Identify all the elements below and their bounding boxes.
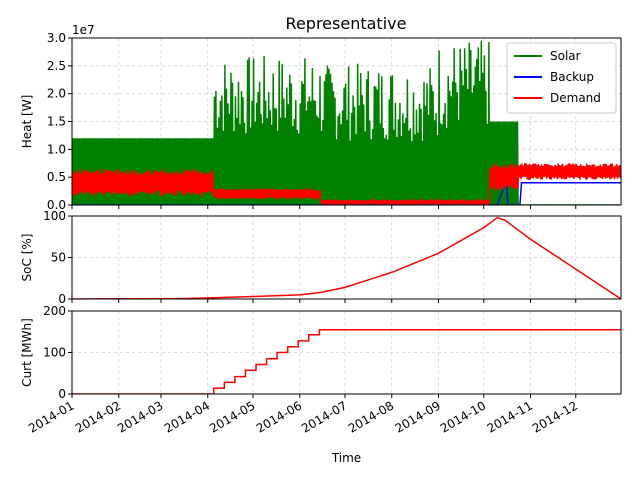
x-tick-label: 2014-03 — [115, 398, 165, 435]
x-tick-label: 2014-08 — [346, 398, 396, 435]
series-panel-3 — [72, 328, 621, 394]
chart-title: Representative — [286, 14, 407, 33]
y-tick-label: 50 — [51, 251, 66, 265]
x-tick-label: 2014-02 — [73, 398, 123, 435]
x-tick-label: 2014-04 — [162, 398, 212, 435]
x-tick-label: 2014-01 — [26, 398, 76, 435]
y-offset-text: 1e7 — [72, 23, 95, 37]
legend: Solar Backup Demand — [506, 42, 617, 114]
x-tick-label: 2014-10 — [438, 398, 488, 435]
y-tick-label: 2.5 — [47, 59, 66, 73]
series-line-panel-3 — [72, 328, 621, 394]
legend-label-solar: Solar — [550, 49, 581, 63]
x-axis-label: Time — [331, 451, 361, 465]
legend-label-demand: Demand — [550, 91, 601, 105]
y-tick-label: 1.0 — [47, 142, 66, 156]
x-tick-label: 2014-11 — [485, 398, 535, 435]
y-axis-label: SoC [%] — [20, 234, 34, 282]
panel-1: 0.0 0.5 1.0 1.5 2.0 2.5 3.0 Heat [W] — [20, 31, 622, 212]
y-tick-label: 100 — [43, 346, 66, 360]
y-tick-label: 0.0 — [47, 198, 66, 212]
panel-2: 0 50 100 SoC [%] — [20, 209, 622, 306]
axes-frame — [71, 310, 622, 395]
x-tick-label: 2014-05 — [207, 398, 257, 435]
x-tick-label: 2014-06 — [254, 398, 304, 435]
x-tick-label: 2014-07 — [299, 398, 349, 435]
y-tick-label: 0.5 — [47, 170, 66, 184]
legend-box — [506, 42, 617, 114]
series-line-demand — [72, 163, 621, 205]
series-panel-2 — [72, 216, 621, 299]
series-panel-1 — [72, 40, 621, 205]
series-line-panel-2 — [72, 216, 621, 299]
y-axis-label: Heat [W] — [20, 95, 34, 149]
series-line-backup — [72, 179, 621, 205]
series-line-solar — [72, 40, 620, 205]
y-tick-label: 100 — [43, 209, 66, 223]
y-tick-label: 3.0 — [47, 31, 66, 45]
panel-3: 0 100 200 Curt [MWh] — [20, 304, 622, 401]
y-tick-label: 200 — [43, 304, 66, 318]
y-tick-label: 0 — [58, 387, 66, 401]
grid-panel-3 — [71, 310, 621, 395]
x-tick-label: 2014-09 — [393, 398, 443, 435]
y-tick-label: 0 — [58, 292, 66, 306]
x-tick-label: 2014-12 — [530, 398, 580, 435]
y-tick-label: 1.5 — [47, 115, 66, 129]
legend-label-backup: Backup — [550, 70, 594, 84]
y-axis-label: Curt [MWh] — [20, 318, 34, 387]
y-tick-label: 2.0 — [47, 87, 66, 101]
